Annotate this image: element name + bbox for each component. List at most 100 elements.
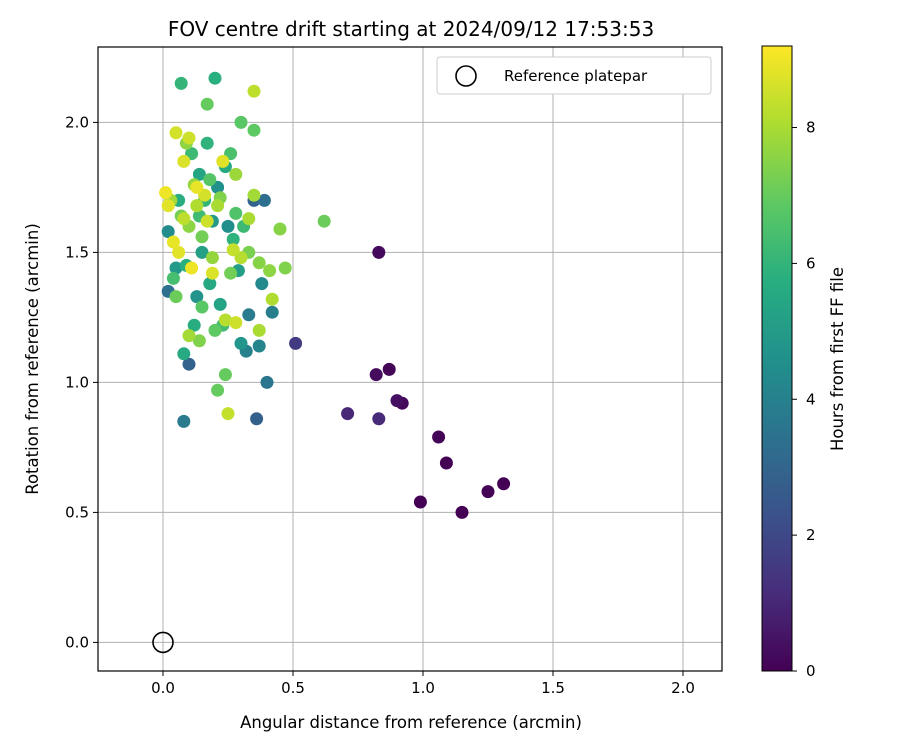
y-axis: 0.0 0.5 1.0 1.5 2.0 [65, 113, 98, 651]
data-point [192, 334, 206, 348]
data-point [252, 339, 266, 353]
data-point [195, 245, 209, 259]
data-point [229, 316, 243, 330]
data-point [260, 375, 274, 389]
data-point [234, 115, 248, 129]
legend-open-circle-icon [455, 65, 477, 87]
data-point [213, 297, 227, 311]
data-point [247, 188, 261, 202]
y-axis-title: Rotation from reference (arcmin) [23, 223, 42, 495]
data-point [273, 222, 287, 236]
data-point [187, 318, 201, 332]
data-point [317, 214, 331, 228]
data-point [190, 199, 204, 213]
y-tick-label: 1.5 [65, 243, 89, 261]
data-point [208, 71, 222, 85]
colorbar-tick-label: 0 [806, 662, 816, 680]
x-tick-label: 2.0 [671, 679, 695, 697]
data-point [208, 323, 222, 337]
scatter-points [159, 71, 511, 519]
data-point [216, 154, 230, 168]
data-point [481, 485, 495, 499]
x-tick-label: 1.5 [541, 679, 565, 697]
data-point [252, 323, 266, 337]
data-point [177, 212, 191, 226]
data-point [192, 167, 206, 181]
colorbar-ticks: 0 2 4 6 8 [792, 119, 816, 680]
data-point [169, 126, 183, 140]
data-point [229, 206, 243, 220]
data-point [390, 394, 404, 408]
data-point [172, 245, 186, 259]
data-point [226, 243, 240, 257]
chart-title: FOV centre drift starting at 2024/09/12 … [168, 17, 654, 41]
data-point [166, 235, 180, 249]
data-point [242, 212, 256, 226]
data-point [177, 414, 191, 428]
data-point [177, 154, 191, 168]
data-point [221, 407, 235, 421]
data-point [169, 290, 183, 304]
data-point [372, 412, 386, 426]
data-point [247, 123, 261, 137]
data-point [203, 277, 217, 291]
data-point [234, 336, 248, 350]
data-point [218, 368, 232, 382]
data-point [190, 180, 204, 194]
data-point [250, 412, 264, 426]
x-tick-label: 0.0 [151, 679, 175, 697]
colorbar-tick-label: 8 [806, 119, 816, 137]
data-point [177, 347, 191, 361]
data-point [221, 219, 235, 233]
colorbar-tick-label: 6 [806, 254, 816, 272]
data-point [203, 173, 217, 187]
data-point [242, 308, 256, 322]
data-point [161, 199, 175, 213]
data-point [255, 277, 269, 291]
data-point [382, 362, 396, 376]
data-point [169, 261, 183, 275]
x-tick-label: 0.5 [281, 679, 305, 697]
data-point [252, 256, 266, 270]
x-tick-label: 1.0 [411, 679, 435, 697]
legend-label: Reference platepar [504, 67, 648, 85]
colorbar [761, 45, 793, 672]
data-point [413, 495, 427, 509]
data-point [497, 477, 511, 491]
data-point [211, 199, 225, 213]
data-point [200, 97, 214, 111]
data-point [278, 261, 292, 275]
data-point [229, 167, 243, 181]
data-point [224, 266, 238, 280]
data-point [159, 186, 173, 200]
grid [98, 47, 722, 671]
data-point [182, 131, 196, 145]
data-point [205, 251, 219, 265]
data-point [455, 505, 469, 519]
data-point [257, 193, 271, 207]
data-point [211, 383, 225, 397]
colorbar-tick-label: 2 [806, 526, 816, 544]
data-point [226, 232, 240, 246]
data-point [182, 329, 196, 343]
y-tick-label: 0.5 [65, 503, 89, 521]
data-point [218, 313, 232, 327]
data-point [190, 290, 204, 304]
data-point [200, 136, 214, 150]
data-point [247, 84, 261, 98]
data-point [205, 266, 219, 280]
reference-platepar-marker [152, 631, 174, 654]
data-point [432, 430, 446, 444]
data-point [200, 214, 214, 228]
data-point [369, 368, 383, 382]
data-point [265, 292, 279, 306]
data-point [161, 225, 175, 239]
data-point [174, 76, 188, 90]
data-point [439, 456, 453, 470]
x-axis-title: Angular distance from reference (arcmin) [240, 713, 582, 732]
data-point [372, 245, 386, 259]
y-tick-label: 2.0 [65, 113, 89, 131]
data-point [341, 407, 355, 421]
data-point [263, 264, 277, 278]
